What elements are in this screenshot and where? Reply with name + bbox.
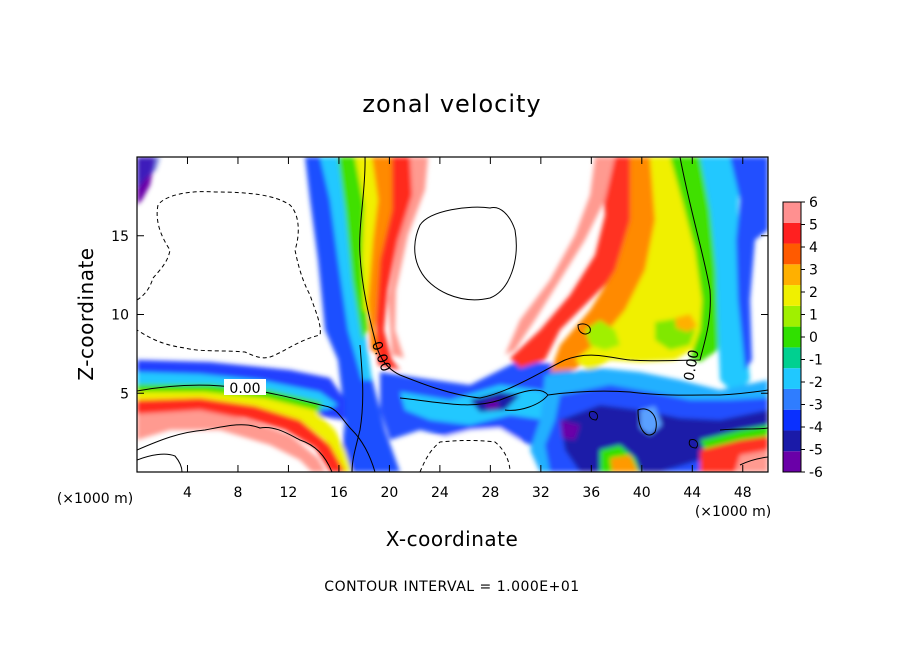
velocity-field: 0.00 0.00 0.00 [137, 157, 768, 472]
x-unit-right: (×1000 m) [695, 504, 771, 520]
x-tick-label: 40 [633, 485, 651, 501]
contour-loop-3 [588, 411, 599, 421]
contour-lower-right-tail [719, 427, 768, 431]
fill-right-cyan [700, 157, 750, 395]
colorbar-swatch [783, 409, 801, 431]
colorbar-swatch [783, 285, 801, 306]
y-axis-label: Z-coordinate [74, 247, 98, 380]
fill-right-red [510, 157, 640, 368]
contour-zero-band [399, 389, 549, 411]
x-tick-label: 28 [481, 485, 499, 501]
colorbar-label: -3 [809, 398, 823, 414]
colorbar-label: 3 [809, 263, 818, 279]
contour-zero-left-layer [137, 384, 376, 472]
colorbar-swatch [783, 264, 801, 286]
chart-title: zonal velocity [362, 90, 541, 118]
fill-right-blue [730, 157, 768, 370]
x-tick-label: 16 [330, 485, 348, 501]
x-unit-left: (×1000 m) [57, 491, 133, 507]
colorbar-swatch [783, 305, 801, 327]
x-tick-label: 24 [431, 485, 449, 501]
y-tick-label: 5 [120, 386, 129, 402]
colorbar-label: -1 [809, 353, 823, 369]
fill-layer-pink [137, 410, 326, 472]
colorbar-swatch [783, 222, 801, 244]
colorbar-label: 5 [809, 218, 818, 234]
colorbar-swatch [783, 202, 801, 223]
fill-right-yellow-green [585, 320, 620, 350]
contour-lower-left [137, 424, 333, 472]
x-tick-label: 8 [233, 485, 242, 501]
fill-lower-right-violet [560, 420, 580, 440]
x-axis-label: X-coordinate [386, 527, 519, 551]
x-tick-label: 4 [183, 485, 192, 501]
contour-loop-1 [577, 323, 591, 335]
fill-plume-pink [388, 157, 428, 358]
contour-zero-lower-right [547, 389, 768, 396]
contour-label-boxes [224, 379, 266, 395]
contour-lines [137, 157, 768, 472]
fill-lower-center-blue [430, 428, 520, 472]
contour-zero-central-dip [351, 344, 364, 472]
colorbar-label: 1 [809, 308, 818, 324]
fill-layer-red [137, 398, 345, 472]
fill-right-green [670, 157, 722, 362]
fill-plume-yellow [355, 157, 385, 315]
fill-right-pink [505, 157, 615, 355]
fill-plume-green [338, 157, 368, 340]
contour-lower-left-edge [137, 453, 183, 472]
colorbar-label: 0 [809, 330, 818, 346]
x-tick-label: 44 [683, 485, 701, 501]
colorbar-swatch [783, 326, 801, 348]
fill-band-violet [485, 400, 500, 410]
x-tick-label: 36 [582, 485, 600, 501]
contour-loop-4 [688, 439, 699, 449]
colorbar-label: 6 [809, 195, 818, 211]
plot-area: 0.00 0.00 0.00 4 8 12 16 20 24 28 32 36 40 44 48510… [111, 156, 769, 501]
colorbar-swatch [783, 243, 801, 265]
x-tick-label: 12 [280, 485, 298, 501]
colorbar-swatch [783, 451, 801, 472]
colorbar-label: -4 [809, 420, 823, 436]
fill-right-red-blob [675, 314, 697, 332]
contour-zero-plume [359, 157, 711, 399]
fill-right-orange [550, 157, 660, 372]
colorbar-label: -5 [809, 443, 823, 459]
x-tick-label: 32 [532, 485, 550, 501]
contour-negative-upper-left [137, 191, 321, 359]
contour-label-1: 0.00 [229, 381, 260, 397]
colorbar-label: 2 [809, 285, 818, 301]
contour-positive-loop [414, 206, 517, 301]
contour-label-bg-1 [224, 379, 266, 395]
colorbar-label: -6 [809, 465, 823, 481]
colorbar-swatch [783, 347, 801, 369]
colorbar: -6 -5 -4 -3 -2 -1 0 1 2 3 4 5 6 [782, 195, 823, 481]
x-tick-label: 48 [734, 485, 752, 501]
colorbar-label: -2 [809, 375, 823, 391]
contour-lower-right-corner [739, 456, 768, 466]
y-tick-label: 10 [111, 308, 129, 324]
colorbar-swatch [783, 430, 801, 452]
contour-loop-2 [637, 408, 657, 436]
fill-blue-edge-left [137, 157, 160, 190]
colorbar-label: 4 [809, 240, 818, 256]
contour-negative-left-mid [137, 277, 154, 301]
contour-negative-lower-center [419, 440, 511, 472]
contour-interval-note: CONTOUR INTERVAL = 1.000E+01 [324, 579, 579, 595]
contour-label-3: 0.00 [681, 349, 702, 382]
fill-plume-cyan [320, 157, 372, 380]
colorbar-swatch [783, 388, 801, 410]
fill-lower-right-orange [610, 455, 638, 472]
fill-layer-yellow [137, 392, 352, 472]
x-tick-label: 20 [380, 485, 398, 501]
y-tick-label: 15 [111, 229, 129, 245]
colorbar-swatch [783, 368, 801, 389]
